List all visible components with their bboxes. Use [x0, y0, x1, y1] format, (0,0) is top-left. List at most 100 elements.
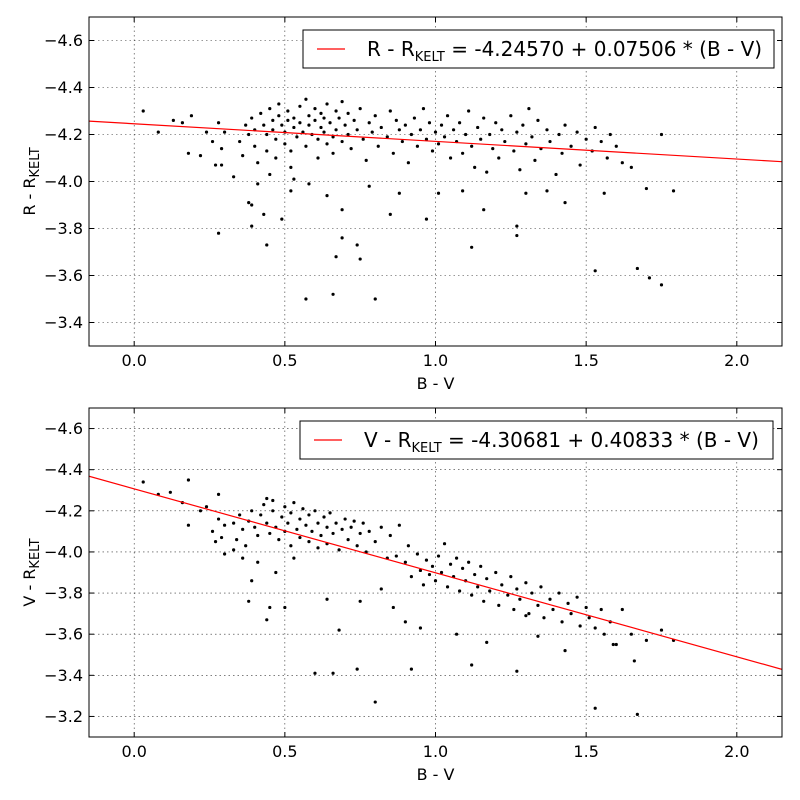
data-point	[461, 151, 465, 155]
data-point	[370, 130, 374, 134]
y-tick-label: −3.8	[44, 584, 83, 603]
y-axis-label-subscript: KELT	[28, 538, 43, 568]
data-point	[361, 137, 365, 141]
data-point	[424, 137, 429, 141]
data-point	[436, 191, 441, 195]
data-point	[563, 649, 567, 653]
data-point	[635, 712, 639, 716]
y-tick-label: −4.2	[44, 125, 83, 144]
data-point	[292, 116, 296, 120]
data-point	[485, 577, 489, 581]
data-point	[307, 540, 311, 544]
data-point	[253, 525, 257, 529]
data-point	[479, 564, 483, 568]
data-point	[521, 123, 525, 127]
data-point	[358, 599, 362, 603]
data-point	[602, 632, 606, 636]
data-point	[265, 149, 269, 153]
data-point	[635, 266, 639, 271]
data-point	[548, 139, 552, 144]
data-point	[286, 118, 290, 122]
data-point	[213, 163, 218, 167]
data-point	[253, 144, 257, 148]
data-point	[436, 554, 441, 558]
data-point	[569, 144, 573, 148]
data-point	[198, 154, 203, 158]
data-point	[262, 123, 266, 127]
data-point	[337, 548, 341, 552]
y-tick-label: −3.6	[44, 625, 83, 644]
x-tick-label: 1.0	[423, 351, 448, 370]
data-point	[313, 107, 317, 111]
data-point	[334, 521, 338, 525]
data-point	[406, 161, 410, 165]
data-point	[391, 151, 395, 155]
legend-label-prefix: R - R	[367, 37, 415, 61]
data-point	[355, 667, 359, 671]
y-tick-label: −4.0	[44, 542, 83, 561]
data-point	[307, 123, 311, 127]
data-point	[301, 130, 305, 134]
data-point	[409, 575, 413, 579]
data-point	[500, 583, 504, 587]
data-point	[605, 156, 609, 160]
data-point	[367, 121, 371, 125]
data-point	[524, 191, 528, 195]
data-point	[210, 139, 215, 144]
data-point	[331, 531, 335, 536]
data-point	[304, 297, 308, 301]
data-point	[274, 570, 278, 575]
data-point	[518, 597, 522, 601]
y-tick-label: −3.6	[44, 266, 83, 285]
data-point	[614, 144, 618, 148]
y-axis-label-subscript: KELT	[28, 147, 43, 177]
data-point	[482, 208, 486, 212]
data-point	[515, 669, 519, 673]
data-point	[216, 517, 221, 521]
data-point	[470, 593, 474, 597]
data-point	[470, 144, 474, 148]
data-point	[445, 585, 450, 589]
data-point	[256, 182, 260, 186]
data-point	[461, 189, 465, 193]
data-point	[204, 505, 209, 509]
legend-label-equation: = -4.30681 + 0.40833 * (B - V)	[442, 428, 759, 452]
data-point	[307, 114, 311, 118]
legend-label-subscript: KELT	[412, 441, 442, 456]
data-point	[470, 245, 474, 249]
data-point	[430, 149, 435, 153]
data-point	[280, 217, 284, 221]
data-point	[367, 184, 371, 188]
data-point	[476, 585, 480, 589]
data-point	[304, 97, 308, 101]
data-point	[430, 564, 435, 568]
data-point	[171, 118, 175, 122]
data-point	[473, 572, 477, 577]
data-point	[454, 632, 459, 636]
data-point	[247, 132, 251, 137]
data-point	[358, 531, 362, 536]
data-point	[331, 151, 335, 155]
data-point	[479, 137, 483, 141]
data-point	[346, 538, 350, 542]
data-point	[325, 525, 329, 529]
data-point	[340, 139, 344, 144]
data-point	[250, 203, 254, 207]
data-point	[427, 572, 432, 577]
data-point	[515, 224, 519, 228]
data-point	[388, 109, 392, 113]
data-point	[265, 496, 269, 501]
data-point	[241, 527, 245, 531]
data-point	[331, 292, 335, 296]
data-point	[268, 172, 272, 177]
data-point	[304, 144, 308, 148]
data-point	[358, 257, 362, 261]
data-point	[397, 191, 401, 195]
data-point	[168, 490, 172, 494]
data-point	[578, 624, 582, 628]
y-tick-label: −3.8	[44, 219, 83, 238]
data-point	[292, 500, 296, 505]
data-point	[566, 601, 570, 605]
x-tick-label: 0.5	[272, 742, 297, 761]
